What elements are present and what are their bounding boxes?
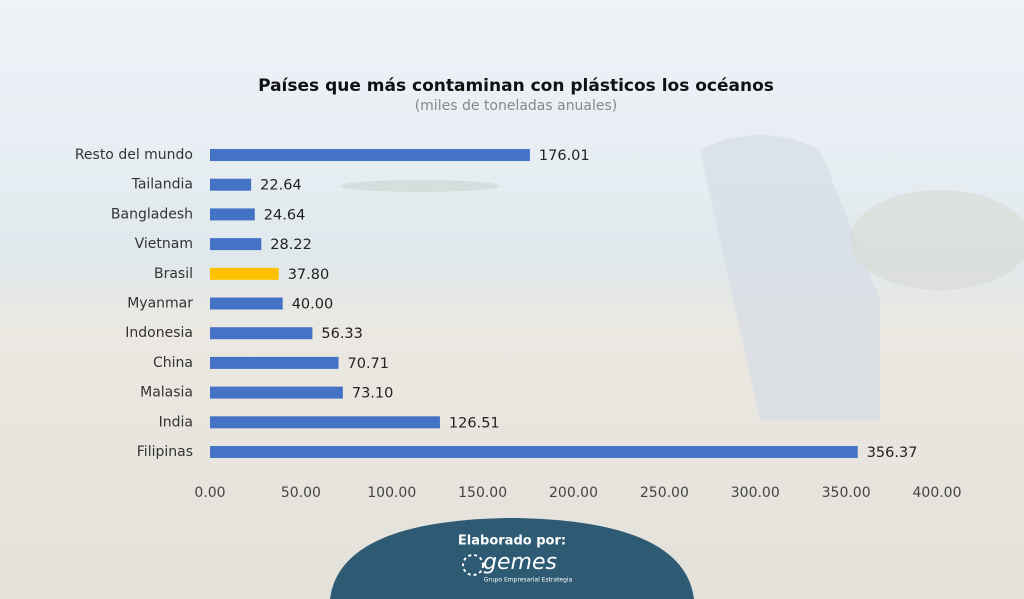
x-tick-label: 300.00 — [731, 485, 780, 501]
y-tick-label: China — [153, 355, 193, 371]
chart-subtitle: (miles de toneladas anuales) — [415, 98, 618, 114]
logo-icon — [462, 554, 484, 576]
chart-title: Países que más contaminan con plásticos … — [258, 76, 774, 96]
y-tick-label: Malasia — [140, 385, 193, 401]
y-tick-label: Brasil — [154, 266, 193, 282]
value-label: 22.64 — [260, 178, 302, 194]
bar — [210, 446, 858, 458]
island — [340, 180, 500, 192]
y-tick-label: Indonesia — [125, 325, 193, 341]
x-tick-label: 0.00 — [194, 485, 225, 501]
bar — [210, 327, 313, 340]
debris — [850, 190, 1024, 290]
bar — [210, 238, 262, 251]
x-tick-label: 50.00 — [281, 485, 321, 501]
y-tick-label: Vietnam — [135, 236, 193, 252]
value-label: 73.10 — [352, 386, 394, 402]
x-tick-label: 350.00 — [822, 485, 871, 501]
x-tick-label: 150.00 — [458, 485, 507, 501]
value-label: 24.64 — [264, 207, 306, 223]
bar — [210, 267, 279, 280]
bar — [210, 149, 530, 161]
y-tick-label: Resto del mundo — [75, 147, 193, 163]
value-label: 356.37 — [867, 445, 918, 461]
x-tick-label: 200.00 — [549, 485, 598, 501]
bar — [210, 416, 440, 429]
bar — [210, 356, 339, 369]
value-label: 28.22 — [270, 237, 312, 253]
footer-label: Elaborado por: — [458, 534, 566, 549]
y-tick-label: Tailandia — [131, 177, 193, 193]
y-tick-label: India — [159, 414, 193, 430]
x-tick-label: 250.00 — [640, 485, 689, 501]
y-tick-label: Filipinas — [137, 444, 193, 460]
figure — [700, 135, 880, 420]
bar — [210, 386, 343, 399]
y-tick-label: Bangladesh — [111, 206, 193, 222]
bar — [210, 178, 252, 191]
logo-text: gemes — [483, 550, 557, 575]
footer-badge — [330, 518, 694, 599]
value-label: 126.51 — [449, 415, 500, 431]
bar — [210, 297, 283, 310]
value-label: 176.01 — [539, 148, 590, 164]
logo-tagline: Grupo Empresarial Estrategia — [484, 577, 573, 584]
bar — [210, 208, 255, 221]
value-label: 56.33 — [321, 326, 363, 342]
x-tick-label: 100.00 — [367, 485, 416, 501]
value-label: 40.00 — [292, 297, 334, 313]
value-label: 70.71 — [348, 356, 390, 372]
value-label: 37.80 — [288, 267, 330, 283]
y-tick-label: Myanmar — [127, 296, 193, 312]
x-tick-label: 400.00 — [913, 485, 962, 501]
